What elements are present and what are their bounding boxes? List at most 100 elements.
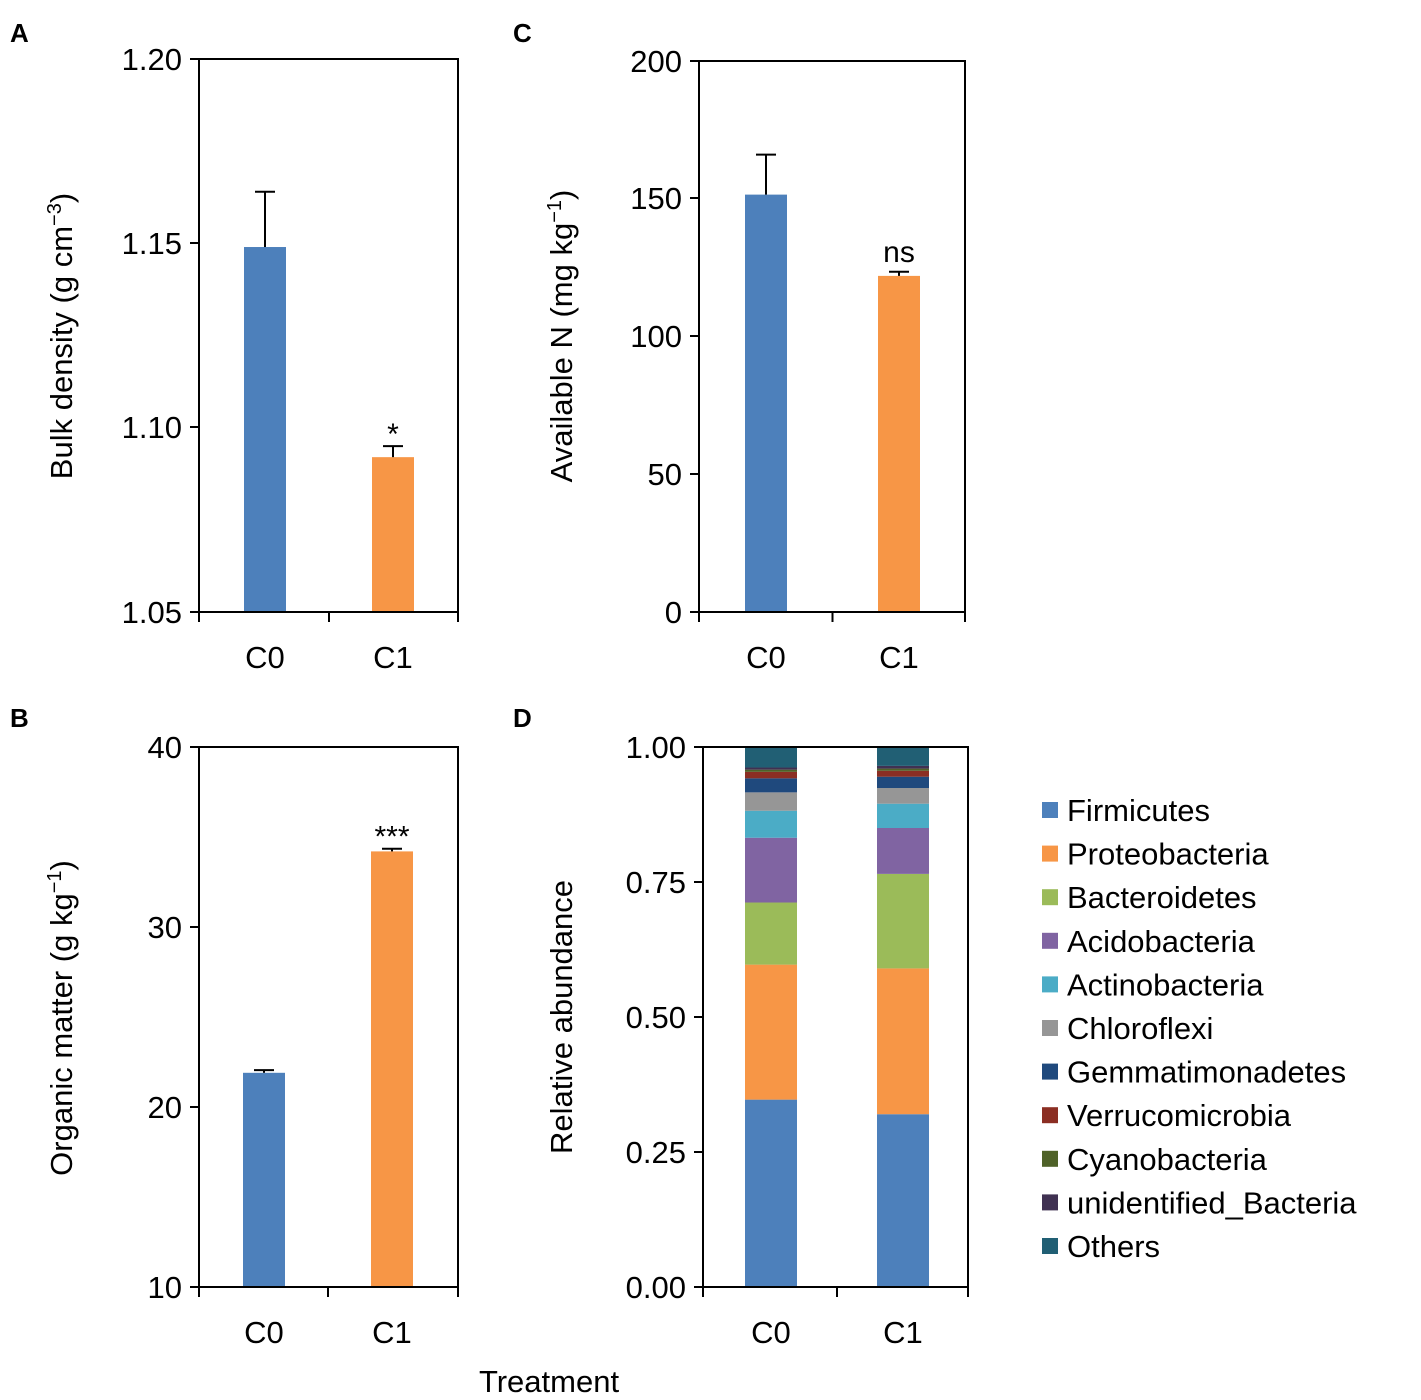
panel-c-ytick-label-4: 200 [630, 44, 682, 79]
panel-d-xtick-label-c0: C0 [751, 1315, 791, 1350]
panel-d-segment-c1-unidentified-bacteria [877, 765, 929, 769]
panel-d-ytick-label-0: 0.00 [626, 1270, 686, 1305]
panel-a: A * 1.05 1.10 1.15 1.20 C0 C1 Bulk density (g … [10, 18, 459, 675]
legend-swatch-others [1042, 1238, 1058, 1254]
panel-a-letter: A [10, 18, 29, 48]
panel-b-bar-c0 [243, 1072, 285, 1287]
panel-d-segment-c0-verrucomicrobia [745, 771, 797, 779]
legend-label-firmicutes: Firmicutes [1067, 793, 1210, 828]
panel-d-segment-c1-others [877, 747, 929, 766]
panel-d-segment-c0-unidentified-bacteria [745, 767, 797, 770]
panel-b-xtick-label-c1: C1 [372, 1315, 412, 1350]
panel-c-letter: C [513, 18, 532, 48]
panel-c: C ns 0 50 100 150 200 C0 C1 Available N (mg kg−… [513, 18, 966, 675]
panel-a-ytick-label-3: 1.20 [122, 42, 182, 77]
panel-a-significance-c1: * [387, 418, 399, 451]
panel-a-ytick-label-2: 1.15 [122, 226, 182, 261]
panel-c-significance-c1: ns [883, 236, 915, 269]
legend-label-others: Others [1067, 1229, 1160, 1264]
legend-label-actinobacteria: Actinobacteria [1067, 967, 1264, 1002]
legend-swatch-verrucomicrobia [1042, 1107, 1058, 1124]
panel-b-ytick-label-1: 20 [148, 1090, 182, 1125]
panel-d-segment-c1-acidobacteria [877, 828, 929, 874]
legend-label-cyanobacteria: Cyanobacteria [1067, 1142, 1268, 1177]
panel-c-xtick-label-c0: C0 [746, 640, 786, 675]
panel-d-xtick-label-c1: C1 [883, 1315, 923, 1350]
panel-b: B *** 10 20 30 40 C0 C1 Organic matter (g kg−1… [10, 703, 459, 1350]
legend-swatch-gemmatimonadetes [1042, 1063, 1058, 1080]
shared-x-axis-title: Treatment [479, 1364, 620, 1399]
panel-d-ytick-label-4: 1.00 [626, 730, 686, 765]
panel-d: D 0.00 0.25 0.50 0.75 1.00 C0 C1 Relative abun… [513, 703, 1357, 1350]
panel-a-ytick-label-1: 1.10 [122, 410, 182, 445]
panel-d-letter: D [513, 703, 532, 733]
panel-d-segment-c0-firmicutes [745, 1099, 797, 1287]
panel-d-segment-c0-chloroflexi [745, 792, 797, 811]
panel-c-ytick-label-0: 0 [665, 595, 682, 630]
legend-label-verrucomicrobia: Verrucomicrobia [1067, 1098, 1292, 1133]
panel-a-bar-c1 [372, 457, 414, 612]
panel-b-bar-c1 [371, 851, 413, 1287]
panel-d-plot: 0.00 0.25 0.50 0.75 1.00 C0 C1 [626, 730, 969, 1350]
legend-swatch-proteobacteria [1042, 845, 1058, 862]
panel-d-segment-c0-actinobacteria [745, 810, 797, 838]
legend-swatch-chloroflexi [1042, 1020, 1058, 1036]
panel-c-ylabel: Available N (mg kg−1) [544, 190, 579, 483]
panel-b-ytick-label-0: 10 [148, 1270, 182, 1305]
panel-b-ytick-label-2: 30 [148, 910, 182, 945]
legend-swatch-firmicutes [1042, 802, 1058, 818]
panel-d-segment-c1-bacteroidetes [877, 873, 929, 969]
panel-d-segment-c1-chloroflexi [877, 788, 929, 804]
panel-d-segment-c1-proteobacteria [877, 968, 929, 1115]
panel-c-plot: ns 0 50 100 150 200 C0 C1 [630, 44, 966, 675]
panel-c-frame [698, 60, 966, 613]
panel-d-segment-c0-cyanobacteria [745, 769, 797, 772]
panel-b-significance-c1: *** [374, 821, 409, 854]
panel-d-ytick-label-2: 0.50 [626, 1000, 686, 1035]
panel-b-ytick-label-3: 40 [148, 730, 182, 765]
legend-swatch-acidobacteria [1042, 932, 1058, 949]
panel-d-ylabel: Relative abundance [544, 880, 579, 1154]
panel-d-segment-c0-bacteroidetes [745, 902, 797, 965]
legend-label-unidentified-bacteria: unidentified_Bacteria [1067, 1185, 1357, 1220]
panel-c-bar-c1 [878, 275, 920, 612]
panel-d-segment-c1-firmicutes [877, 1114, 929, 1287]
panel-c-xtick-label-c1: C1 [879, 640, 919, 675]
panel-d-segment-c0-others [745, 747, 797, 768]
legend-label-gemmatimonadetes: Gemmatimonadetes [1067, 1055, 1346, 1090]
panel-c-ytick-label-3: 150 [630, 181, 682, 216]
panel-c-bar-c0 [745, 194, 787, 612]
panel-b-frame [198, 746, 459, 1288]
legend-swatch-unidentified-bacteria [1042, 1194, 1058, 1211]
panel-d-segment-c0-proteobacteria [745, 964, 797, 1100]
panel-a-plot: * 1.05 1.10 1.15 1.20 C0 C1 [122, 42, 459, 675]
legend-label-chloroflexi: Chloroflexi [1067, 1011, 1213, 1046]
legend-swatch-actinobacteria [1042, 976, 1058, 993]
panel-d-segment-c1-verrucomicrobia [877, 770, 929, 777]
legend: Firmicutes Proteobacteria Bacteroidetes Aci… [1042, 793, 1357, 1264]
panel-d-ytick-label-1: 0.25 [626, 1135, 686, 1170]
panel-d-segment-c0-acidobacteria [745, 837, 797, 903]
panel-d-segment-c0-gemmatimonadetes [745, 778, 797, 793]
legend-swatch-bacteroidetes [1042, 889, 1058, 906]
panel-b-letter: B [10, 703, 29, 733]
panel-d-ytick-label-3: 0.75 [626, 865, 686, 900]
panel-b-xtick-label-c0: C0 [244, 1315, 284, 1350]
panel-d-segment-c1-gemmatimonadetes [877, 776, 929, 789]
panel-d-segment-c1-actinobacteria [877, 803, 929, 828]
legend-label-acidobacteria: Acidobacteria [1067, 924, 1256, 959]
legend-label-proteobacteria: Proteobacteria [1067, 837, 1269, 872]
legend-label-bacteroidetes: Bacteroidetes [1067, 880, 1257, 915]
panel-b-ylabel: Organic matter (g kg−1) [44, 860, 79, 1176]
panel-a-ytick-label-0: 1.05 [122, 595, 182, 630]
panel-c-ytick-label-2: 100 [630, 319, 682, 354]
panel-a-xtick-label-c0: C0 [245, 640, 285, 675]
legend-swatch-cyanobacteria [1042, 1150, 1058, 1167]
panel-c-ytick-label-1: 50 [648, 457, 682, 492]
panel-a-frame [198, 58, 459, 613]
panel-a-bar-c0 [244, 247, 286, 612]
panel-a-ylabel: Bulk density (g cm−3) [44, 193, 79, 479]
panel-d-segment-c1-cyanobacteria [877, 768, 929, 771]
panel-a-xtick-label-c1: C1 [373, 640, 413, 675]
